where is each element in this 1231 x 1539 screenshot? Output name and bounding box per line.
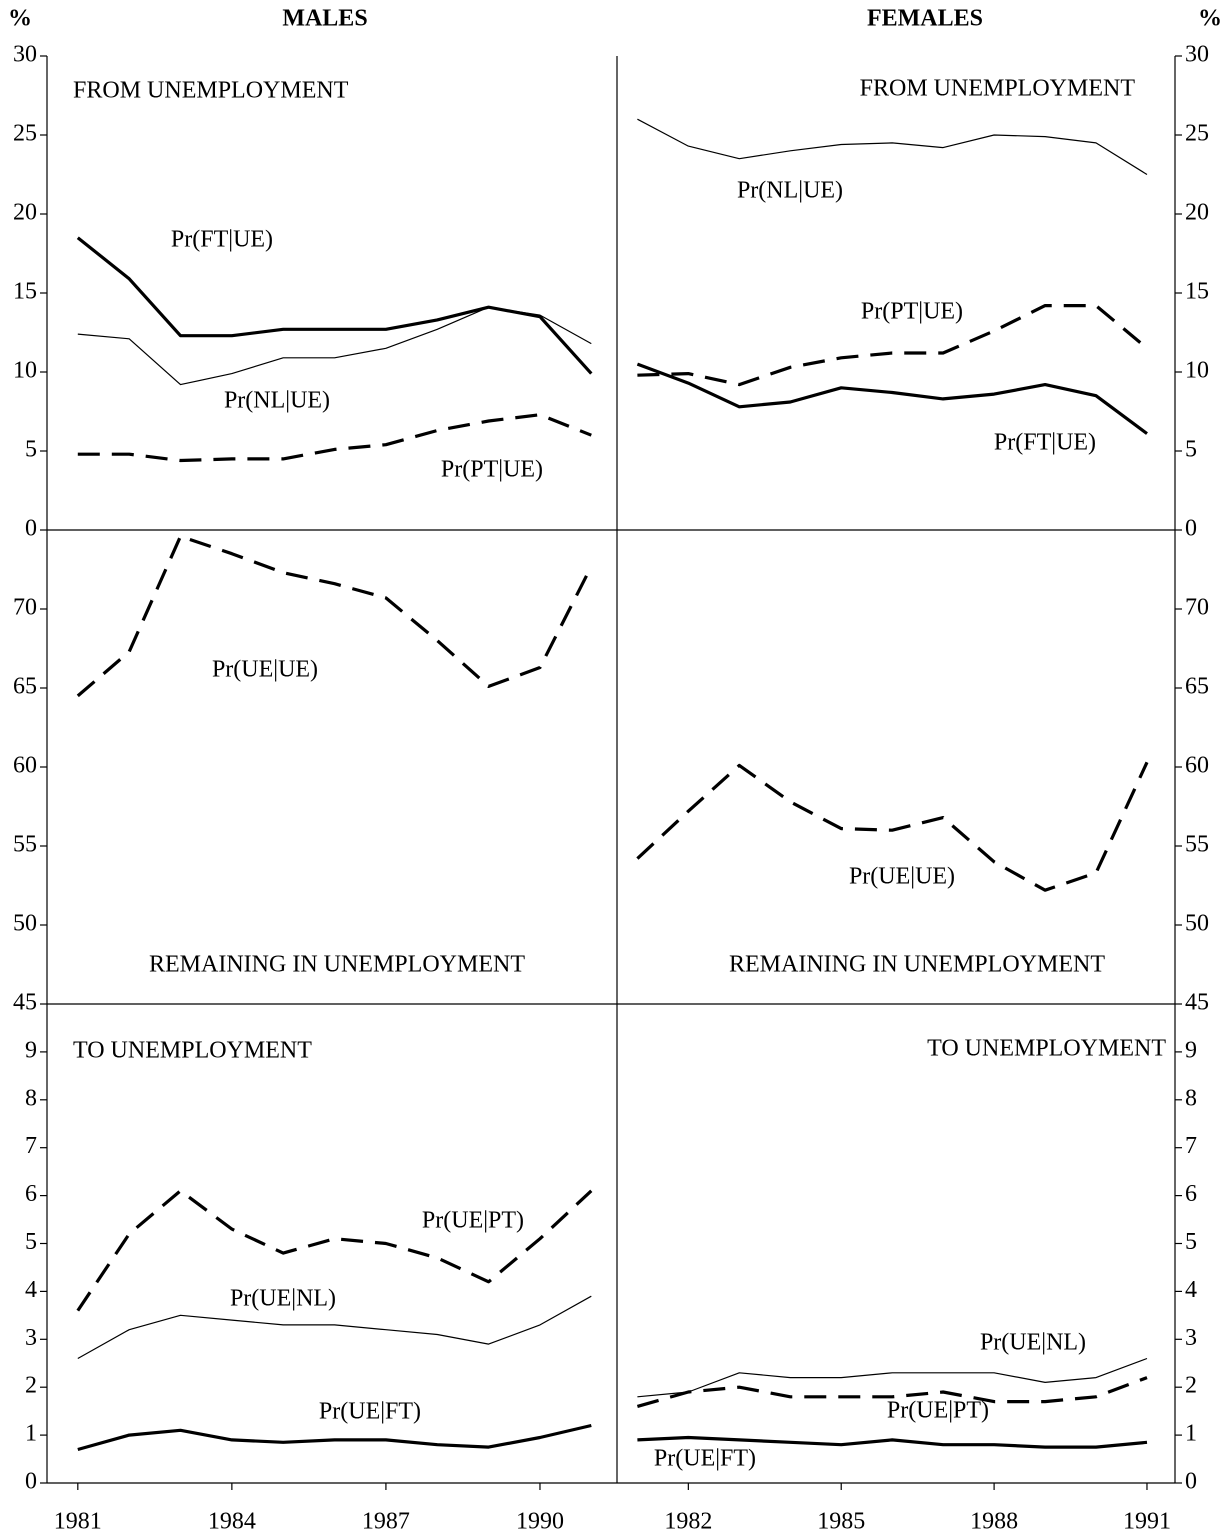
y-tick-label: 2 bbox=[25, 1373, 37, 1399]
series-line bbox=[637, 119, 1147, 174]
y-tick-label: 5 bbox=[1185, 1229, 1197, 1255]
y-tick-label: 7 bbox=[1185, 1133, 1197, 1159]
y-tick-label: 25 bbox=[13, 121, 37, 147]
y-tick-label: 5 bbox=[25, 1229, 37, 1255]
x-tick-label: 1984 bbox=[208, 1509, 256, 1535]
panel-title: REMAINING IN UNEMPLOYMENT bbox=[729, 952, 1105, 978]
y-tick-label: 8 bbox=[1185, 1085, 1197, 1111]
y-tick-label: 45 bbox=[13, 990, 37, 1016]
y-tick-label: 60 bbox=[1185, 753, 1209, 779]
series-label: Pr(UE|FT) bbox=[319, 1399, 421, 1425]
y-tick-label: 4 bbox=[25, 1277, 37, 1303]
column-title: MALES bbox=[282, 6, 367, 32]
series-label: Pr(UE|PT) bbox=[422, 1208, 524, 1234]
series-label: Pr(PT|UE) bbox=[861, 299, 963, 325]
panel-title: TO UNEMPLOYMENT bbox=[73, 1038, 312, 1064]
y-tick-label: 5 bbox=[25, 437, 37, 463]
x-tick-label: 1985 bbox=[817, 1509, 865, 1535]
y-tick-label: 9 bbox=[25, 1037, 37, 1063]
y-tick-label: 50 bbox=[1185, 911, 1209, 937]
y-tick-label: 50 bbox=[13, 911, 37, 937]
y-tick-label: 60 bbox=[13, 753, 37, 779]
x-tick-label: 1987 bbox=[362, 1509, 410, 1535]
y-tick-label: 20 bbox=[1185, 200, 1209, 226]
y-tick-label: 25 bbox=[1185, 121, 1209, 147]
y-tick-label: 30 bbox=[13, 42, 37, 68]
y-tick-label: 10 bbox=[13, 358, 37, 384]
y-tick-label: 5 bbox=[1185, 437, 1197, 463]
y-tick-label: 6 bbox=[1185, 1181, 1197, 1207]
series-label: Pr(FT|UE) bbox=[171, 227, 273, 253]
y-tick-label: 30 bbox=[1185, 42, 1209, 68]
y-tick-label: 70 bbox=[13, 595, 37, 621]
y-tick-label: 2 bbox=[1185, 1373, 1197, 1399]
y-tick-label: 55 bbox=[13, 832, 37, 858]
series-line bbox=[78, 415, 592, 461]
unit-label: % bbox=[8, 6, 32, 32]
series-line bbox=[78, 536, 592, 696]
panel-title: TO UNEMPLOYMENT bbox=[927, 1036, 1166, 1062]
y-tick-label: 0 bbox=[25, 516, 37, 542]
y-tick-label: 15 bbox=[1185, 279, 1209, 305]
x-tick-label: 1991 bbox=[1123, 1509, 1171, 1535]
series-label: Pr(UE|PT) bbox=[887, 1398, 989, 1424]
panel-title: FROM UNEMPLOYMENT bbox=[860, 76, 1136, 102]
series-label: Pr(UE|UE) bbox=[212, 657, 318, 683]
y-tick-label: 0 bbox=[1185, 516, 1197, 542]
y-tick-label: 8 bbox=[25, 1085, 37, 1111]
series-label: Pr(UE|FT) bbox=[654, 1446, 756, 1472]
y-tick-label: 0 bbox=[1185, 1469, 1197, 1495]
x-tick-label: 1988 bbox=[970, 1509, 1018, 1535]
chart: % % MALES FEMALES 051015202530FROM UNEMP… bbox=[0, 0, 1231, 1539]
y-tick-label: 0 bbox=[25, 1469, 37, 1495]
y-tick-label: 55 bbox=[1185, 832, 1209, 858]
y-tick-label: 70 bbox=[1185, 595, 1209, 621]
series-line bbox=[637, 364, 1147, 434]
y-tick-label: 15 bbox=[13, 279, 37, 305]
x-tick-label: 1982 bbox=[664, 1509, 712, 1535]
series-label: Pr(NL|UE) bbox=[737, 178, 843, 204]
y-tick-label: 9 bbox=[1185, 1037, 1197, 1063]
y-tick-label: 1 bbox=[1185, 1421, 1197, 1447]
y-tick-label: 20 bbox=[13, 200, 37, 226]
series-line bbox=[78, 1426, 592, 1450]
series-label: Pr(UE|UE) bbox=[849, 864, 955, 890]
y-tick-label: 7 bbox=[25, 1133, 37, 1159]
y-tick-label: 10 bbox=[1185, 358, 1209, 384]
y-tick-label: 4 bbox=[1185, 1277, 1197, 1303]
y-tick-label: 3 bbox=[25, 1325, 37, 1351]
series-label: Pr(UE|NL) bbox=[980, 1330, 1086, 1356]
y-tick-label: 65 bbox=[13, 674, 37, 700]
y-tick-label: 6 bbox=[25, 1181, 37, 1207]
series-line bbox=[78, 307, 592, 384]
y-tick-label: 3 bbox=[1185, 1325, 1197, 1351]
y-tick-label: 65 bbox=[1185, 674, 1209, 700]
series-label: Pr(UE|NL) bbox=[230, 1286, 336, 1312]
series-label: Pr(NL|UE) bbox=[224, 388, 330, 414]
panel-title: REMAINING IN UNEMPLOYMENT bbox=[149, 952, 525, 978]
series-label: Pr(FT|UE) bbox=[994, 430, 1096, 456]
x-tick-label: 1981 bbox=[54, 1509, 102, 1535]
y-tick-label: 45 bbox=[1185, 990, 1209, 1016]
series-line bbox=[78, 238, 592, 374]
y-tick-label: 1 bbox=[25, 1421, 37, 1447]
unit-label: % bbox=[1198, 6, 1222, 32]
series-label: Pr(PT|UE) bbox=[441, 457, 543, 483]
panel-title: FROM UNEMPLOYMENT bbox=[73, 78, 349, 104]
column-title: FEMALES bbox=[867, 6, 983, 32]
x-tick-label: 1990 bbox=[516, 1509, 564, 1535]
